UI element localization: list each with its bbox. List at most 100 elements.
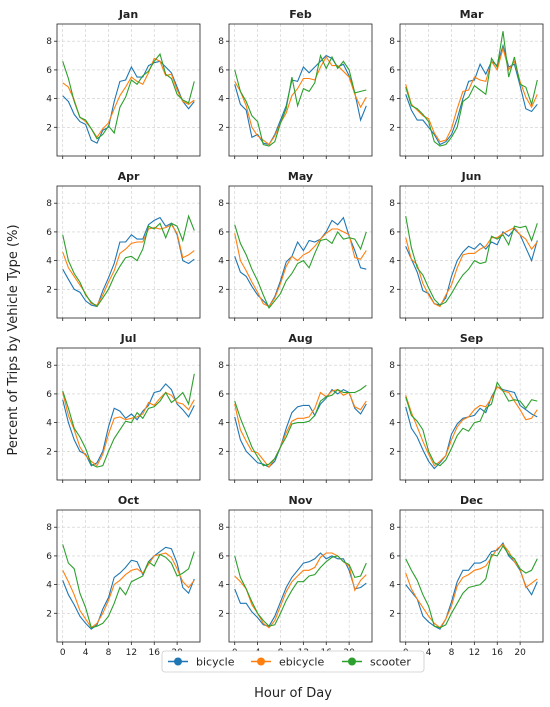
legend: bicycle ebicycle scooter xyxy=(161,650,425,673)
y-tick-label: 2 xyxy=(389,447,395,457)
y-tick-label: 4 xyxy=(218,95,224,105)
y-tick-label: 2 xyxy=(46,609,52,619)
y-tick-label: 6 xyxy=(218,66,224,76)
series-line-scooter xyxy=(234,224,367,310)
panel-oct: Oct2468048121620 xyxy=(46,494,201,658)
series-line-bicycle xyxy=(405,43,538,146)
series-line-ebicycle xyxy=(234,388,367,469)
series-line-ebicycle xyxy=(62,223,195,306)
y-tick-label: 8 xyxy=(46,523,52,533)
series-line-scooter xyxy=(405,31,538,147)
series-line-scooter xyxy=(405,544,538,629)
y-tick-label: 2 xyxy=(218,609,224,619)
y-tick-label: 4 xyxy=(46,257,52,267)
y-tick-label: 6 xyxy=(46,552,52,562)
series-line-scooter xyxy=(234,53,367,147)
panel-title-jun: Jun xyxy=(461,170,482,183)
y-tick-label: 8 xyxy=(46,37,52,47)
series-line-bicycle xyxy=(234,552,367,627)
series-line-ebicycle xyxy=(62,391,195,467)
y-tick-label: 4 xyxy=(389,581,395,591)
series-line-ebicycle xyxy=(234,552,367,629)
series-line-bicycle xyxy=(405,385,538,470)
x-tick-label: 0 xyxy=(60,648,66,658)
legend-marker-scooter xyxy=(348,657,356,666)
legend-item-ebicycle: ebicycle xyxy=(251,656,324,669)
y-tick-label: 8 xyxy=(46,199,52,209)
panel-title-dec: Dec xyxy=(460,494,483,507)
series-line-ebicycle xyxy=(405,46,538,143)
y-tick-label: 4 xyxy=(218,581,224,591)
legend-frame xyxy=(161,650,425,673)
panel-title-sep: Sep xyxy=(460,332,483,345)
x-tick-label: 12 xyxy=(126,648,137,658)
panel-may: May 2 4 6 8 xyxy=(218,170,373,321)
legend-item-bicycle: bicycle xyxy=(168,656,235,669)
panel-title-feb: Feb xyxy=(289,8,312,21)
panel-jan: Jan 2 4 6 8 xyxy=(46,8,201,159)
panel-title-may: May xyxy=(288,170,313,183)
panel-frame xyxy=(228,23,373,157)
series-line-scooter xyxy=(405,216,538,306)
panel-title-aug: Aug xyxy=(288,332,312,345)
y-tick-label: 2 xyxy=(46,285,52,295)
series-line-scooter xyxy=(234,384,367,467)
panel-frame xyxy=(228,509,373,643)
series-line-bicycle xyxy=(405,228,538,306)
series-line-bicycle xyxy=(62,60,195,144)
y-tick-label: 6 xyxy=(389,390,395,400)
x-tick-label: 12 xyxy=(469,648,480,658)
y-tick-label: 4 xyxy=(46,419,52,429)
y-tick-label: 8 xyxy=(389,523,395,533)
y-tick-label: 4 xyxy=(218,257,224,267)
panel-frame xyxy=(56,509,201,643)
legend-marker-bicycle xyxy=(174,657,182,666)
y-tick-label: 2 xyxy=(218,285,224,295)
legend-label-bicycle: bicycle xyxy=(196,656,235,669)
panel-frame xyxy=(228,347,373,481)
series-line-scooter xyxy=(234,555,367,627)
y-tick-label: 2 xyxy=(389,609,395,619)
series-line-scooter xyxy=(62,373,195,468)
panel-aug: Aug 2 4 6 8 xyxy=(218,332,373,483)
series-line-bicycle xyxy=(62,216,195,308)
y-tick-label: 8 xyxy=(389,361,395,371)
y-tick-label: 8 xyxy=(389,37,395,47)
panel-frame xyxy=(399,185,544,319)
y-tick-label: 8 xyxy=(46,361,52,371)
y-tick-label: 6 xyxy=(389,228,395,238)
x-tick-label: 4 xyxy=(426,648,432,658)
series-line-scooter xyxy=(405,381,538,467)
y-tick-label: 6 xyxy=(218,390,224,400)
x-tick-label: 4 xyxy=(83,648,89,658)
y-tick-label: 8 xyxy=(218,37,224,47)
series-line-ebicycle xyxy=(234,228,367,308)
legend-label-ebicycle: ebicycle xyxy=(279,656,324,669)
y-tick-label: 8 xyxy=(218,199,224,209)
y-tick-label: 4 xyxy=(389,419,395,429)
panel-nov: Nov2468048121620 xyxy=(218,494,373,658)
y-tick-label: 4 xyxy=(46,95,52,105)
panel-title-oct: Oct xyxy=(118,494,139,507)
y-tick-label: 8 xyxy=(218,361,224,371)
series-line-bicycle xyxy=(62,546,195,630)
y-tick-label: 2 xyxy=(389,123,395,133)
series-line-ebicycle xyxy=(405,226,538,308)
series-line-ebicycle xyxy=(62,552,195,629)
series-line-bicycle xyxy=(234,388,367,468)
series-line-ebicycle xyxy=(234,55,367,146)
panel-title-nov: Nov xyxy=(289,494,314,507)
panel-frame xyxy=(399,23,544,157)
series-line-bicycle xyxy=(234,216,367,308)
y-tick-label: 2 xyxy=(218,447,224,457)
y-tick-label: 2 xyxy=(46,123,52,133)
panel-dec: Dec2468048121620 xyxy=(389,494,544,658)
legend-item-scooter: scooter xyxy=(342,656,411,669)
series-line-ebicycle xyxy=(405,385,538,467)
panel-feb: Feb 2 4 6 8 xyxy=(218,8,373,159)
y-tick-label: 6 xyxy=(389,66,395,76)
y-tick-label: 6 xyxy=(389,552,395,562)
y-tick-label: 4 xyxy=(218,419,224,429)
x-tick-label: 16 xyxy=(149,648,161,658)
x-tick-label: 8 xyxy=(449,648,455,658)
